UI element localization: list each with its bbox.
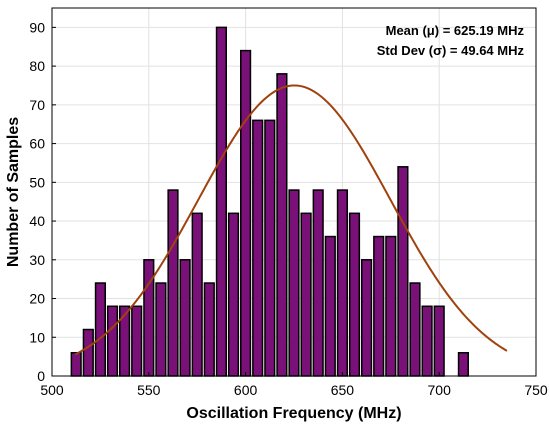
y-ticks: 0 10 20 30 40 50 60 70 80 90 xyxy=(29,19,56,384)
histogram-bar xyxy=(227,212,240,377)
x-tick-label: 700 xyxy=(428,382,452,398)
y-tick-label: 90 xyxy=(29,19,45,35)
histogram-bar xyxy=(288,189,300,377)
histogram-bar xyxy=(240,49,252,377)
histogram-bar xyxy=(373,235,385,377)
normal-fit-curve xyxy=(74,84,508,356)
histogram-bar xyxy=(119,305,131,377)
y-tick-label: 60 xyxy=(29,136,45,152)
histogram-bar xyxy=(94,282,106,377)
histogram-bar xyxy=(421,305,433,377)
x-tick-label: 500 xyxy=(40,382,64,398)
histogram-bar xyxy=(106,305,119,377)
y-tick-label: 80 xyxy=(29,58,45,74)
histogram-bar xyxy=(324,235,336,377)
histogram-bar xyxy=(203,282,215,377)
histogram-bar xyxy=(191,212,203,377)
histogram-bar xyxy=(409,282,421,377)
histogram-bar xyxy=(82,328,94,377)
y-axis-label: Number of Samples xyxy=(5,117,22,267)
histogram-bar xyxy=(433,305,445,377)
histogram-bar xyxy=(397,166,409,377)
histogram-bar xyxy=(361,259,373,377)
y-tick-label: 50 xyxy=(29,174,45,190)
bars xyxy=(70,26,469,377)
y-tick-label: 20 xyxy=(29,291,45,307)
x-tick-label: 550 xyxy=(137,382,161,398)
y-tick-label: 40 xyxy=(29,213,45,229)
mean-annotation: Mean (μ) = 625.19 MHz xyxy=(386,23,525,38)
x-tick-label: 750 xyxy=(524,382,548,398)
histogram-bar xyxy=(300,212,312,377)
histogram-bar xyxy=(167,189,179,377)
histogram-bar xyxy=(252,119,264,377)
x-axis-label: Oscillation Frequency (MHz) xyxy=(186,405,401,422)
histogram-bar xyxy=(155,282,167,377)
std-annotation: Std Dev (σ) = 49.64 MHz xyxy=(377,43,525,58)
y-tick-label: 70 xyxy=(29,97,45,113)
plot-frame xyxy=(51,7,537,377)
histogram-bar xyxy=(457,352,469,377)
x-tick-label: 650 xyxy=(331,382,355,398)
y-tick-label: 30 xyxy=(29,252,45,268)
x-ticks: 500 550 600 650 700 750 xyxy=(40,372,548,398)
histogram-bar xyxy=(336,189,348,377)
histogram-bar xyxy=(70,352,82,377)
y-tick-label: 10 xyxy=(29,329,45,345)
histogram-bar xyxy=(179,259,191,377)
histogram-bar xyxy=(276,73,288,377)
histogram-bar xyxy=(131,305,143,377)
histogram-bar xyxy=(215,26,227,377)
fit-curve-layer xyxy=(74,84,508,356)
y-tick-label: 0 xyxy=(37,368,45,384)
histogram-bar xyxy=(348,212,361,377)
histogram-bar xyxy=(385,235,397,377)
histogram-bar xyxy=(312,189,324,377)
x-tick-label: 600 xyxy=(234,382,258,398)
histogram-bar xyxy=(264,119,276,377)
